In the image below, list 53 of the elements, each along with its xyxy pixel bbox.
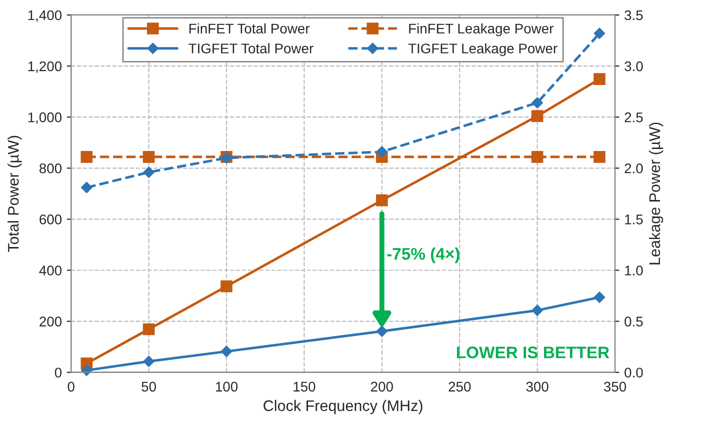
y-tick-label: 800 bbox=[40, 163, 62, 174]
point bbox=[532, 304, 543, 316]
point bbox=[376, 194, 388, 206]
y2-tick-label: 0.5 bbox=[624, 316, 643, 326]
legend-label: FinFET Leakage Power bbox=[409, 23, 554, 36]
y-tick-label: 1,200 bbox=[28, 61, 62, 73]
legend-label: TIGFET Total Power bbox=[188, 43, 314, 54]
x-tick-label: 150 bbox=[294, 382, 316, 392]
point bbox=[532, 97, 543, 108]
point bbox=[531, 151, 544, 163]
y-tick-label: 1,400 bbox=[28, 10, 62, 22]
y2-tick-label: 2.5 bbox=[624, 112, 643, 122]
point bbox=[220, 346, 232, 358]
y-tick-label: 200 bbox=[40, 316, 62, 326]
point bbox=[220, 280, 232, 292]
legend-label: FinFET Total Power bbox=[189, 23, 310, 34]
annotation: LOWER IS BETTER bbox=[456, 346, 610, 358]
x-tick-label: 50 bbox=[142, 382, 156, 392]
x-tick-label: 300 bbox=[526, 382, 548, 392]
x-tick-label: 200 bbox=[371, 382, 393, 392]
point bbox=[142, 323, 155, 336]
point bbox=[80, 151, 93, 163]
y-tick-label: 0 bbox=[54, 368, 62, 378]
point bbox=[81, 182, 92, 194]
y2-tick-label: 0.0 bbox=[624, 368, 643, 378]
point bbox=[594, 151, 606, 163]
point bbox=[81, 364, 92, 376]
x-tick-label: 350 bbox=[604, 382, 626, 392]
point bbox=[376, 326, 388, 337]
y2-tick-label: 3.5 bbox=[624, 10, 643, 20]
y2-axis-title: Leakage Power (µW) bbox=[648, 122, 664, 264]
x-tick-label: 100 bbox=[216, 382, 238, 392]
y-tick-label: 400 bbox=[39, 266, 62, 276]
point bbox=[594, 292, 606, 303]
point bbox=[594, 73, 606, 85]
point bbox=[143, 356, 154, 367]
y2-tick-label: 1.0 bbox=[625, 266, 643, 276]
point bbox=[594, 28, 606, 39]
point bbox=[143, 166, 154, 178]
y-tick-label: 600 bbox=[40, 214, 62, 224]
y-axis-title: Total Power (µW) bbox=[8, 136, 22, 252]
point bbox=[531, 110, 544, 122]
x-axis-title: Clock Frequency (MHz) bbox=[264, 400, 422, 414]
y2-tick-label: 2.0 bbox=[624, 163, 643, 174]
point bbox=[142, 151, 155, 163]
legend-label: TIGFET Leakage Power bbox=[408, 43, 558, 56]
x-tick-label: 0 bbox=[68, 382, 74, 392]
x-tick-label: 250 bbox=[448, 382, 471, 392]
y-tick-label: 1,000 bbox=[28, 112, 62, 124]
y2-tick-label: 1.5 bbox=[625, 214, 643, 224]
point bbox=[376, 146, 388, 158]
y2-tick-label: 3.0 bbox=[624, 61, 643, 72]
annotation: -75% (4×) bbox=[387, 248, 460, 264]
